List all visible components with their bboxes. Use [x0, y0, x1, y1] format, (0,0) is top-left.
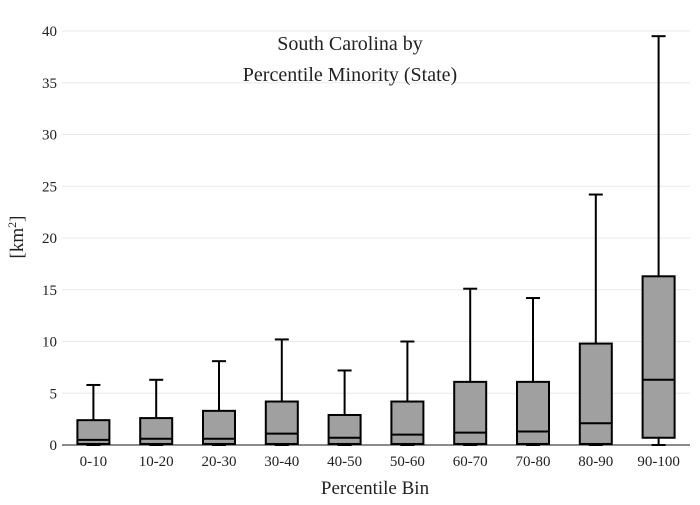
- box-iqr: [516, 380, 550, 445]
- box-iqr: [139, 417, 174, 445]
- x-tick-label: 20-30: [202, 454, 237, 470]
- box-iqr: [264, 400, 299, 445]
- y-axis-title-superscript: 2: [5, 222, 19, 228]
- chart-title-line-2: Percentile Minority (State): [243, 64, 457, 86]
- box-90-100: [641, 35, 676, 446]
- x-axis-title: Percentile Bin: [321, 478, 430, 499]
- y-axis-title-main: [km: [7, 228, 28, 259]
- x-tick-label: 40-50: [327, 454, 362, 470]
- box-20-30: [202, 360, 236, 446]
- x-tick-label: 90-100: [637, 454, 680, 470]
- y-axis-title: [km2]: [5, 216, 28, 259]
- x-tick-labels: 0-10 10-20 20-30 30-40 40-50 50-60 60-70 70-80 8…: [80, 454, 680, 470]
- box-40-50: [327, 369, 362, 446]
- x-tick-label: 60-70: [453, 454, 488, 470]
- box-iqr: [641, 275, 676, 439]
- box-iqr: [390, 400, 425, 445]
- box-60-70: [453, 287, 488, 446]
- y-tick-label: 25: [42, 179, 57, 195]
- y-tick-label: 0: [50, 438, 58, 454]
- box-iqr: [327, 413, 362, 445]
- box-50-60: [390, 340, 425, 446]
- y-tick-label: 5: [50, 386, 58, 402]
- box-70-80: [516, 297, 550, 446]
- y-tick-label: 10: [42, 335, 57, 351]
- x-tick-label: 50-60: [390, 454, 425, 470]
- box-10-20: [139, 378, 174, 446]
- box-iqr: [453, 380, 488, 445]
- y-tick-label: 15: [42, 283, 57, 299]
- y-tick-label: 20: [42, 231, 57, 247]
- y-tick-label: 35: [42, 76, 57, 92]
- box-30-40: [264, 338, 299, 446]
- y-tick-labels: 0 5 10 15 20 25 30 35 40: [42, 24, 57, 454]
- y-tick-label: 30: [42, 128, 57, 144]
- x-tick-label: 10-20: [139, 454, 174, 470]
- box-iqr: [76, 419, 111, 445]
- y-axis-title-close: ]: [7, 216, 28, 222]
- x-tick-label: 30-40: [264, 454, 299, 470]
- gridlines: [62, 30, 690, 446]
- x-tick-label: 0-10: [80, 454, 108, 470]
- chart-title-line-1: South Carolina by: [277, 33, 423, 55]
- x-tick-label: 70-80: [516, 454, 551, 470]
- box-0-10: [76, 383, 111, 446]
- boxes: [76, 35, 676, 446]
- y-tick-label: 40: [42, 24, 57, 40]
- x-tick-label: 80-90: [578, 454, 613, 470]
- box-iqr: [578, 342, 613, 445]
- box-80-90: [578, 193, 613, 446]
